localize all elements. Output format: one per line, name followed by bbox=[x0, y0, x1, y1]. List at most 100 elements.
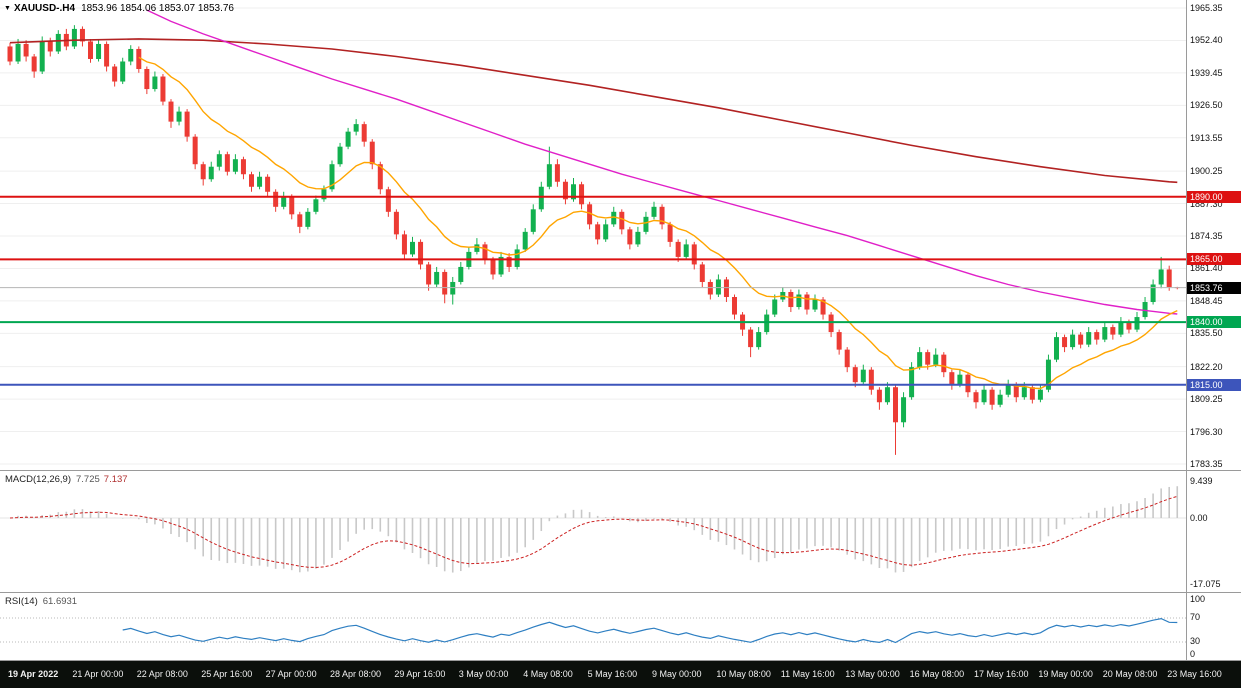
candle-body bbox=[587, 204, 593, 225]
time-axis-label: 4 May 08:00 bbox=[523, 669, 573, 679]
time-axis-label: 20 May 08:00 bbox=[1102, 669, 1158, 679]
candle-body bbox=[1134, 317, 1140, 330]
macd-name: MACD(12,26,9) bbox=[5, 474, 71, 485]
candle-body bbox=[836, 332, 842, 350]
candle-body bbox=[925, 352, 931, 365]
macd-signal-line bbox=[9, 495, 1178, 569]
time-axis-label: 19 May 00:00 bbox=[1038, 669, 1093, 679]
price-tick-label: 1809.25 bbox=[1190, 394, 1223, 405]
candle-body bbox=[1110, 327, 1116, 335]
candle-body bbox=[184, 111, 190, 137]
time-axis-label: 9 May 00:00 bbox=[652, 669, 702, 679]
candle-body bbox=[788, 291, 794, 308]
candle-body bbox=[965, 374, 971, 393]
price-tick-label: 1887.30 bbox=[1190, 198, 1223, 209]
candle-body bbox=[144, 69, 150, 90]
candle-body bbox=[941, 354, 947, 373]
candle-body bbox=[305, 211, 311, 227]
macd-canvas[interactable] bbox=[0, 472, 1186, 593]
candle-body bbox=[385, 189, 391, 212]
candle-body bbox=[884, 387, 890, 403]
candle-body bbox=[249, 174, 254, 187]
price-axis[interactable]: 1965.35 1952.40 1939.45 1926.50 1913.55 1900.… bbox=[1186, 0, 1241, 470]
candle-body bbox=[112, 66, 118, 82]
price-tick-label: 1783.35 bbox=[1190, 459, 1223, 469]
candle-body bbox=[1045, 359, 1051, 390]
rsi-axis-label: 70 bbox=[1190, 612, 1201, 622]
collapse-triangle-icon[interactable]: ▼ bbox=[4, 5, 11, 12]
candle-body bbox=[748, 329, 754, 348]
candle-body bbox=[55, 33, 61, 52]
symbol-timeframe-label: XAUUSD-.H4 bbox=[13, 3, 76, 14]
candle-body bbox=[96, 43, 102, 59]
candle-body bbox=[571, 184, 576, 200]
macd-axis-label: 0.00 bbox=[1190, 513, 1208, 523]
candle-body bbox=[909, 367, 915, 398]
price-level-badge: 1865.00 bbox=[1187, 253, 1241, 266]
candle-body bbox=[216, 154, 222, 167]
candle-body bbox=[369, 141, 375, 165]
candle-body bbox=[128, 48, 134, 62]
candle-body bbox=[401, 234, 407, 255]
candle-body bbox=[490, 259, 496, 275]
price-tick-label: 1965.35 bbox=[1190, 3, 1223, 13]
candle-body bbox=[47, 41, 53, 52]
candle-body bbox=[997, 394, 1003, 405]
candle-body bbox=[595, 224, 601, 240]
candle-body bbox=[530, 209, 536, 232]
candle-body bbox=[297, 214, 303, 227]
candle-body bbox=[273, 191, 279, 207]
candle-body bbox=[1150, 284, 1156, 303]
candle-body bbox=[844, 349, 850, 368]
candle-body bbox=[506, 256, 512, 267]
macd-indicator-pane[interactable]: 9.439 0.00 -17.075 MACD(12,26,9) 7.725 7.137 bbox=[0, 470, 1241, 592]
candle-body bbox=[1118, 322, 1124, 335]
candle-body bbox=[232, 159, 238, 172]
price-chart-pane[interactable]: 1965.35 1952.40 1939.45 1926.50 1913.55 1900.… bbox=[0, 0, 1241, 470]
rsi-canvas[interactable] bbox=[0, 594, 1186, 661]
candle-body bbox=[691, 244, 697, 265]
candle-body bbox=[949, 372, 955, 385]
price-tick-label: 1796.30 bbox=[1190, 426, 1223, 437]
macd-label: MACD(12,26,9) 7.725 7.137 bbox=[5, 474, 128, 485]
candle-body bbox=[337, 146, 343, 165]
candle-body bbox=[450, 281, 456, 295]
candle-body bbox=[200, 164, 206, 180]
rsi-axis: 100 70 30 0 bbox=[1186, 593, 1241, 660]
candle-body bbox=[313, 199, 319, 212]
time-axis-label: 22 Apr 08:00 bbox=[136, 669, 188, 679]
candle-body bbox=[675, 241, 681, 257]
candle-body bbox=[901, 397, 907, 423]
candle-body bbox=[160, 76, 166, 102]
candle-body bbox=[917, 352, 923, 368]
candle-body bbox=[764, 314, 770, 333]
candle-body bbox=[79, 28, 85, 42]
candle-body bbox=[7, 46, 13, 62]
time-axis[interactable]: 19 Apr 2022 21 Apr 00:00 22 Apr 08:00 25 Ap… bbox=[0, 660, 1241, 688]
ma-fast-orange bbox=[138, 56, 1178, 390]
rsi-axis-label: 30 bbox=[1190, 636, 1201, 646]
price-chart-canvas[interactable] bbox=[0, 0, 1186, 470]
candle-body bbox=[852, 367, 858, 383]
time-axis-label: 23 May 16:00 bbox=[1167, 669, 1222, 679]
macd-axis-label: -17.075 bbox=[1190, 579, 1221, 590]
candle-body bbox=[458, 266, 464, 282]
candle-body bbox=[31, 56, 37, 72]
chart-title-overlay: ▼ XAUUSD-.H4 1853.96 1854.06 1853.07 1853.… bbox=[4, 3, 234, 14]
candle-body bbox=[23, 43, 29, 57]
rsi-indicator-pane[interactable]: 100 70 30 0 RSI(14) 61.6931 bbox=[0, 592, 1241, 660]
candle-body bbox=[635, 231, 641, 245]
candle-body bbox=[152, 76, 158, 90]
candle-body bbox=[1021, 387, 1027, 398]
candle-body bbox=[1086, 332, 1092, 345]
candle-body bbox=[933, 354, 939, 365]
candle-body bbox=[1054, 337, 1059, 360]
candle-body bbox=[265, 176, 271, 192]
candle-body bbox=[562, 181, 568, 200]
time-axis-label: 28 Apr 08:00 bbox=[330, 669, 382, 679]
candle-body bbox=[1166, 269, 1172, 287]
ma-medium-magenta bbox=[146, 9, 1178, 315]
candle-body bbox=[627, 229, 633, 245]
rsi-axis-label: 0 bbox=[1190, 649, 1196, 659]
candle-body bbox=[723, 279, 729, 298]
